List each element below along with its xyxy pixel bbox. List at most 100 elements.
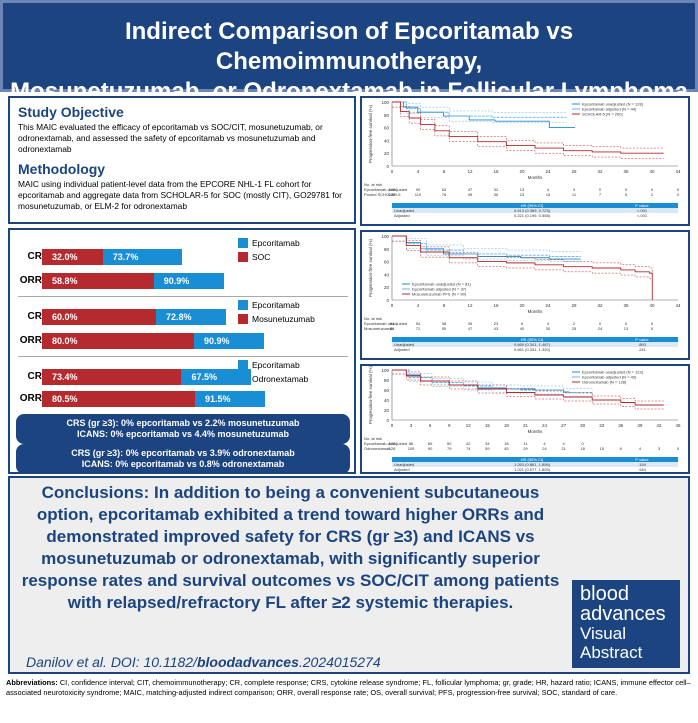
y-axis-label: Progression-free survival (%) <box>368 238 373 297</box>
risk-value: 0 <box>651 321 654 326</box>
risk-value: 72 <box>416 326 421 331</box>
hr-table-header <box>392 337 678 342</box>
risk-value: 90 <box>416 187 421 192</box>
legend-label: Epcoritamab unadjusted (N = 123) <box>582 370 644 375</box>
x-tick-label: 42 <box>656 423 662 428</box>
legend-label: Epcoritamab adjusted (N = 44) <box>582 107 637 112</box>
risk-value: 63 <box>442 187 447 192</box>
x-tick-label: 36 <box>618 423 624 428</box>
risk-value: 0 <box>625 187 628 192</box>
y-axis-label: Progression-free survival (%) <box>368 104 373 163</box>
risk-value: 18 <box>580 446 585 451</box>
hr-row-label: Unadjusted <box>394 208 414 213</box>
y-tick-label: 20 <box>384 408 390 413</box>
x-tick-label: 6 <box>429 423 432 428</box>
risk-value: 32 <box>494 187 499 192</box>
doi-citation[interactable]: Danilov et al. DOI: 10.1182/bloodadvance… <box>26 654 381 670</box>
legend-blue: Epcoritamab <box>238 360 300 370</box>
objective-text: This MAIC evaluated the efficacy of epco… <box>18 122 323 154</box>
x-tick-label: 44 <box>675 169 681 174</box>
risk-value: 6 <box>521 321 524 326</box>
risk-value: 0 <box>677 187 680 192</box>
row-label: ORR <box>19 393 42 404</box>
risk-value: 15 <box>546 192 551 197</box>
risk-value: 2 <box>573 321 576 326</box>
risk-value: 109 <box>408 446 415 451</box>
bar-comparator: 80.5% <box>42 391 195 407</box>
x-tick-label: 9 <box>448 423 451 428</box>
risk-value: 45 <box>504 446 509 451</box>
risk-row-label: Pooled SCHOLAR-5 <box>364 192 401 197</box>
x-tick-label: 39 <box>637 423 643 428</box>
risk-value: 34 <box>485 441 490 446</box>
risk-value: 90 <box>390 326 395 331</box>
conclusions-body: In addition to being a convenient subcut… <box>21 483 560 612</box>
risk-value: 76 <box>442 192 447 197</box>
risk-value: 200 <box>389 192 396 197</box>
risk-value: 3 <box>573 187 576 192</box>
risk-value: 65 <box>428 441 433 446</box>
hr-table-row <box>392 208 678 213</box>
risk-row-label: Mosunetuzumab <box>364 326 394 331</box>
x-tick-label: 45 <box>675 423 681 428</box>
risk-value: 81 <box>390 321 395 326</box>
y-tick-label: 80 <box>384 378 390 383</box>
y-tick-label: 40 <box>384 138 390 143</box>
risk-value: 0 <box>625 321 628 326</box>
legend-label: Mosunetuzumab PFS (N = 90) <box>412 292 467 297</box>
safety-line: CRS (gr ≥3): 0% epcoritamab vs 2.2% mosu… <box>66 418 300 428</box>
divider <box>18 356 348 357</box>
hr-row-label: Unadjusted <box>394 462 414 467</box>
x-tick-label: 32 <box>597 169 603 174</box>
hr-table-row <box>392 467 678 472</box>
hr-header: HR (95% CI) <box>521 337 544 342</box>
risk-value: 0 <box>582 441 585 446</box>
p-value: .194 <box>638 462 647 467</box>
legend-label: Odronextamab (N = 128) <box>582 380 627 385</box>
abbreviations-label: Abbreviations: <box>6 678 58 687</box>
safety-line: ICANS: 0% epcoritamab vs 4.4% mosunetuzu… <box>76 429 290 439</box>
doi-prefix: Danilov et al. DOI: 10.1182/ <box>26 654 197 670</box>
bar-epcoritamab: 72.8% <box>156 309 226 325</box>
x-tick-label: 30 <box>580 423 586 428</box>
risk-value: 4 <box>562 441 565 446</box>
bar-epcoritamab: 73.7% <box>102 249 183 265</box>
p-value: <.001 <box>637 208 648 213</box>
x-tick-label: 40 <box>649 169 655 174</box>
risk-row-label: Epcoritamab unadjusted <box>364 441 407 446</box>
risk-value: 35 <box>494 192 499 197</box>
bar-comparator: 32.0% <box>42 249 103 265</box>
hr-table-header <box>392 457 678 462</box>
x-tick-label: 18 <box>504 423 510 428</box>
y-tick-label: 100 <box>381 100 389 105</box>
x-tick-label: 12 <box>466 423 472 428</box>
y-tick-label: 0 <box>386 164 389 169</box>
y-tick-label: 40 <box>384 398 390 403</box>
conclusions-panel: Conclusions: In addition to being a conv… <box>8 476 690 674</box>
risk-row-label: Epcoritamab unadjusted <box>364 321 407 326</box>
risk-value: 50 <box>447 441 452 446</box>
bar-epcoritamab: 90.9% <box>153 273 224 289</box>
no-at-risk-label: No. at risk <box>364 182 382 187</box>
objective-panel: Study Objective This MAIC evaluated the … <box>8 96 356 224</box>
risk-value: 110 <box>415 192 422 197</box>
y-tick-label: 20 <box>384 285 390 290</box>
abbreviations-text: CI, confidence interval; CIT, chemoimmun… <box>6 678 691 697</box>
y-tick-label: 80 <box>384 113 390 118</box>
curve-scholar5-ci-lower <box>392 106 664 159</box>
risk-value: 5 <box>625 192 628 197</box>
x-tick-label: 4 <box>417 303 420 308</box>
x-tick-label: 21 <box>523 423 529 428</box>
x-tick-label: 28 <box>571 169 577 174</box>
x-tick-label: 4 <box>417 169 420 174</box>
risk-value: 59 <box>442 326 447 331</box>
conclusions-label: Conclusions: <box>41 483 150 502</box>
hr-table-header <box>392 203 678 208</box>
risk-value: 29 <box>523 446 528 451</box>
conclusions-text: Conclusions: In addition to being a conv… <box>18 482 563 614</box>
x-tick-label: 20 <box>519 303 525 308</box>
risk-value: 54 <box>416 321 421 326</box>
y-tick-label: 0 <box>386 418 389 423</box>
